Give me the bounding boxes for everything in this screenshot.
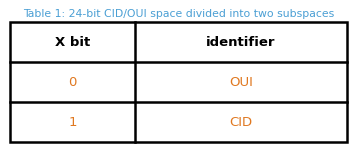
Text: X bit: X bit xyxy=(55,36,90,48)
Text: 1: 1 xyxy=(68,116,77,129)
Text: Table 1: 24-bit CID/OUI space divided into two subspaces: Table 1: 24-bit CID/OUI space divided in… xyxy=(23,9,334,19)
Text: OUI: OUI xyxy=(229,75,253,88)
Text: CID: CID xyxy=(229,116,252,129)
Text: identifier: identifier xyxy=(206,36,276,48)
Text: 0: 0 xyxy=(68,75,76,88)
Bar xyxy=(10,22,347,142)
